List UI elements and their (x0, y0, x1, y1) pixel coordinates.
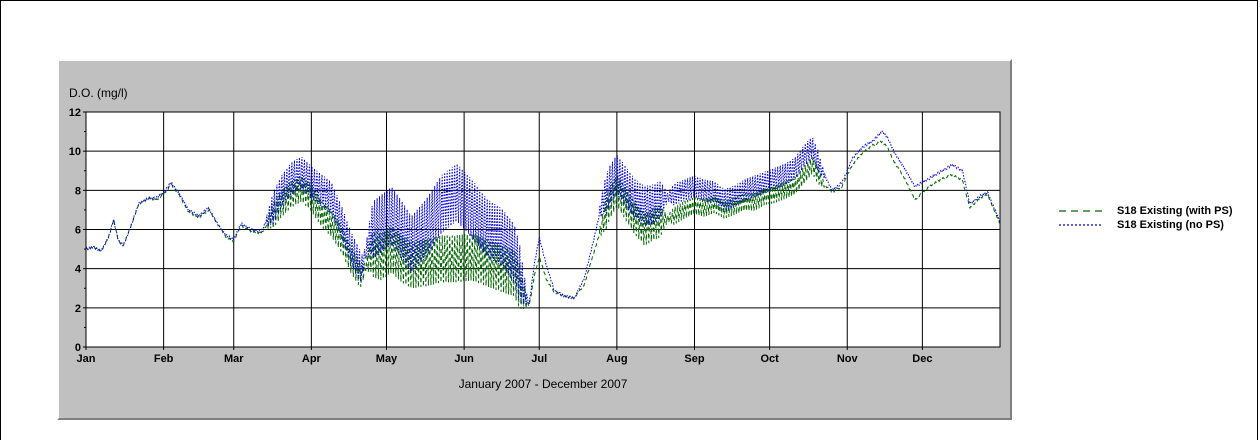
series-layer (85, 130, 1001, 310)
y-tick-label: 4 (75, 264, 82, 276)
x-tick-label-sep: Sep (684, 353, 704, 365)
x-tick-label-aug: Aug (606, 353, 627, 365)
legend-swatch-with-ps (1059, 210, 1103, 212)
y-tick-label: 10 (69, 146, 81, 158)
x-tick-labels: Jan Feb Mar Apr May Jun Jul Aug Sep Oct Nov Dec (77, 347, 932, 365)
x-axis-label: January 2007 - December 2007 (459, 377, 628, 391)
chart-panel: D.O. (mg/l) 0 2 4 6 8 10 12 Jan Feb Mar Apr May Jun… (57, 59, 1012, 420)
x-tick-label-dec: Dec (912, 353, 932, 365)
x-tick-label-oct: Oct (760, 353, 779, 365)
series-line-no-ps (85, 130, 1001, 306)
x-tick-label-jul: Jul (531, 353, 547, 365)
series-line-with-ps (85, 140, 1001, 310)
legend-swatch-no-ps (1059, 224, 1103, 226)
legend: S18 Existing (with PS) S18 Existing (no … (1059, 204, 1233, 232)
legend-item-with-ps: S18 Existing (with PS) (1059, 204, 1233, 218)
x-tick-label-mar: Mar (224, 353, 244, 365)
y-tick-label: 6 (75, 225, 81, 237)
legend-label-no-ps: S18 Existing (no PS) (1117, 219, 1224, 231)
x-tick-label-jan: Jan (77, 353, 96, 365)
x-tick-label-jun: Jun (454, 353, 474, 365)
y-tick-label: 2 (75, 303, 81, 315)
legend-label-with-ps: S18 Existing (with PS) (1117, 205, 1233, 217)
x-tick-label-apr: Apr (302, 353, 322, 365)
chart-svg: D.O. (mg/l) 0 2 4 6 8 10 12 Jan Feb Mar Apr May Jun… (69, 86, 1001, 391)
x-tick-label-feb: Feb (154, 353, 174, 365)
y-tick-label: 0 (75, 342, 81, 354)
y-axis-label: D.O. (mg/l) (69, 86, 128, 100)
x-tick-label-may: May (376, 353, 398, 365)
y-tick-labels: 0 2 4 6 8 10 12 (69, 107, 86, 354)
y-tick-label: 8 (75, 185, 81, 197)
x-tick-label-nov: Nov (837, 353, 859, 365)
y-tick-label: 12 (69, 107, 81, 119)
legend-item-no-ps: S18 Existing (no PS) (1059, 218, 1233, 232)
